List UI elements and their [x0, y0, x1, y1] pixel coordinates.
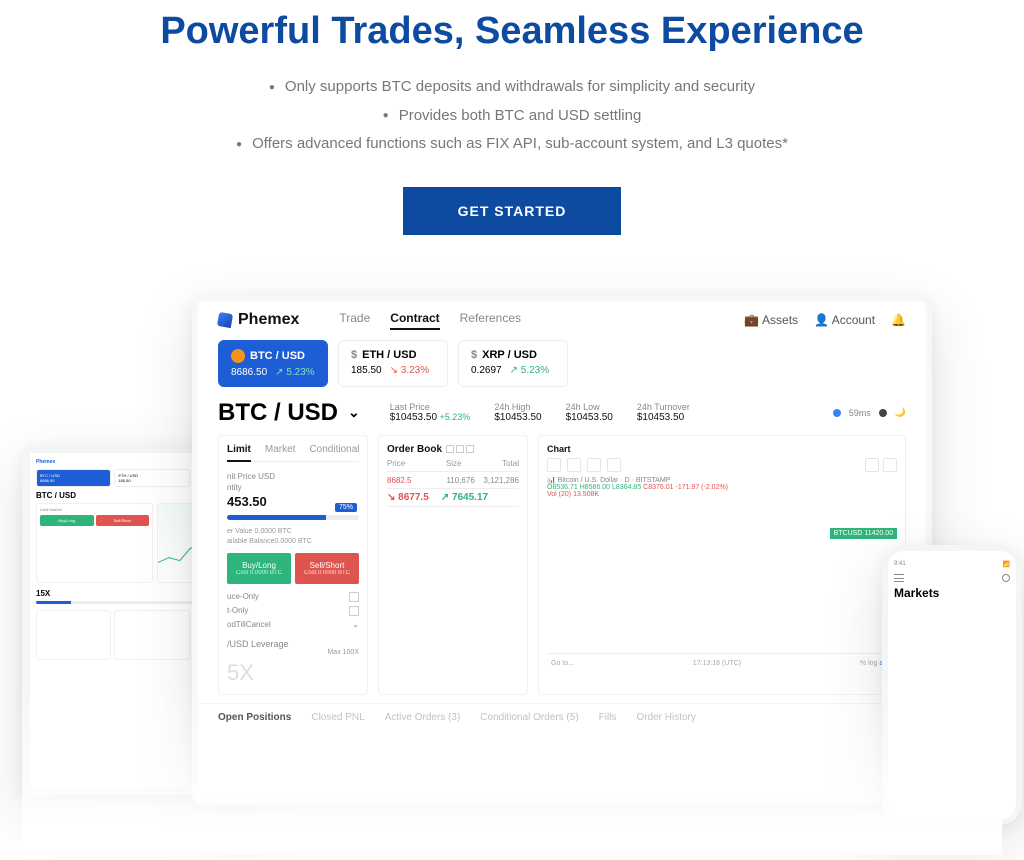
- goto-link[interactable]: Go to...: [551, 660, 574, 667]
- hero-section: Powerful Trades, Seamless Experience Onl…: [0, 0, 1024, 265]
- positions-row: [198, 735, 926, 743]
- hamburger-icon[interactable]: [894, 574, 904, 582]
- tab-active-orders[interactable]: Active Orders (3): [385, 712, 461, 723]
- tablet-logo: Phemex: [36, 459, 55, 465]
- tablet-order-form: Limit Market Buy/LongSell/Short: [36, 503, 153, 583]
- tablet-pair-card: BTC / USD8686.50: [36, 469, 111, 487]
- nav-references[interactable]: References: [460, 311, 521, 330]
- checkbox[interactable]: [349, 592, 359, 602]
- tablet-panel: [36, 610, 111, 660]
- hero-title: Powerful Trades, Seamless Experience: [40, 10, 984, 53]
- pair-cards: BTC / USD 8686.50↗ 5.23% $ETH / USD 185.…: [198, 340, 926, 399]
- search-icon[interactable]: [1002, 574, 1010, 582]
- qty-slider[interactable]: 75%: [227, 515, 359, 520]
- bullet-item: Only supports BTC deposits and withdrawa…: [40, 73, 984, 102]
- hero-bullets: Only supports BTC deposits and withdrawa…: [40, 73, 984, 159]
- bullet-item: Provides both BTC and USD settling: [40, 102, 984, 131]
- checkbox[interactable]: [349, 606, 359, 616]
- positions-columns: [198, 723, 926, 735]
- leverage-value: 5X: [227, 660, 359, 686]
- fullscreen-icon[interactable]: [883, 458, 897, 472]
- chevron-down-icon: ⌄: [348, 404, 360, 421]
- tablet-panel: [114, 610, 189, 660]
- tab-closed-pnl[interactable]: Closed PNL: [311, 712, 364, 723]
- desktop-mockup: Phemex Trade Contract References 💼 Asset…: [192, 295, 932, 805]
- theme-icon[interactable]: [879, 409, 887, 417]
- tab-conditional-orders[interactable]: Conditional Orders (5): [480, 712, 578, 723]
- orderbook-view-icons[interactable]: [446, 445, 474, 453]
- tab-open-positions[interactable]: Open Positions: [218, 712, 291, 723]
- nav-trade[interactable]: Trade: [339, 311, 370, 330]
- main-nav: Trade Contract References: [339, 311, 521, 330]
- logo[interactable]: Phemex: [218, 311, 299, 329]
- bullet-item: Offers advanced functions such as FIX AP…: [40, 130, 984, 159]
- phone-title: Markets: [894, 586, 1010, 600]
- topbar: Phemex Trade Contract References 💼 Asset…: [198, 301, 926, 340]
- pair-header: BTC / USD⌄ Last Price$10453.50 +5.23% 24…: [198, 399, 926, 435]
- tab-conditional[interactable]: Conditional: [309, 444, 359, 455]
- orderbook: Order Book PriceSizeTotal 8682.5110,6763…: [378, 435, 528, 695]
- tablet-pair-card: ETH / USD185.50: [114, 469, 189, 487]
- get-started-button[interactable]: GET STARTED: [403, 187, 622, 235]
- devices-showcase: Phemex⚙ 👤 BTC / USD8686.50 ETH / USD185.…: [22, 295, 1002, 855]
- sell-button[interactable]: Sell/ShortCost 0.0000 BTC: [295, 553, 359, 584]
- chart-tool-icon[interactable]: [587, 458, 601, 472]
- pair-card-eth[interactable]: $ETH / USD 185.50↘ 3.23%: [338, 340, 448, 387]
- positions-tabs: Open Positions Closed PNL Active Orders …: [198, 703, 926, 723]
- candle-chart[interactable]: BTCUSD 11420.00: [547, 498, 897, 653]
- buy-button[interactable]: Buy/LongCost 0.0000 BTC: [227, 553, 291, 584]
- tab-market[interactable]: Market: [265, 444, 296, 455]
- latency-dot-icon: [833, 409, 841, 417]
- chart-toolbar: [547, 458, 897, 472]
- phone-mockup: 9:41📶 Markets: [882, 545, 1022, 825]
- orderbook-ask-row[interactable]: 8682.5110,6763,121,286: [387, 475, 519, 486]
- assets-link[interactable]: 💼 Assets: [744, 313, 798, 327]
- active-pair[interactable]: BTC / USD⌄: [218, 399, 360, 427]
- chart-tool-icon[interactable]: [567, 458, 581, 472]
- btc-icon: [231, 349, 245, 363]
- account-link[interactable]: 👤 Account: [814, 313, 875, 327]
- tab-order-history[interactable]: Order History: [636, 712, 695, 723]
- settings-icon[interactable]: [865, 458, 879, 472]
- chart-panel: Chart 📊 Bitcoin / U.S. Dollar · D · BITS…: [538, 435, 906, 695]
- pair-card-btc[interactable]: BTC / USD 8686.50↗ 5.23%: [218, 340, 328, 387]
- bell-icon[interactable]: 🔔: [891, 313, 906, 327]
- pair-card-xrp[interactable]: $XRP / USD 0.2697↗ 5.23%: [458, 340, 568, 387]
- order-form: Limit Market Conditional nit Price USD n…: [218, 435, 368, 695]
- chevron-down-icon[interactable]: ⌄: [352, 620, 359, 629]
- logo-icon: [217, 312, 233, 328]
- tab-limit[interactable]: Limit: [227, 444, 251, 462]
- chart-tool-icon[interactable]: [547, 458, 561, 472]
- tab-fills[interactable]: Fills: [599, 712, 617, 723]
- nav-contract[interactable]: Contract: [390, 311, 439, 330]
- chart-tool-icon[interactable]: [607, 458, 621, 472]
